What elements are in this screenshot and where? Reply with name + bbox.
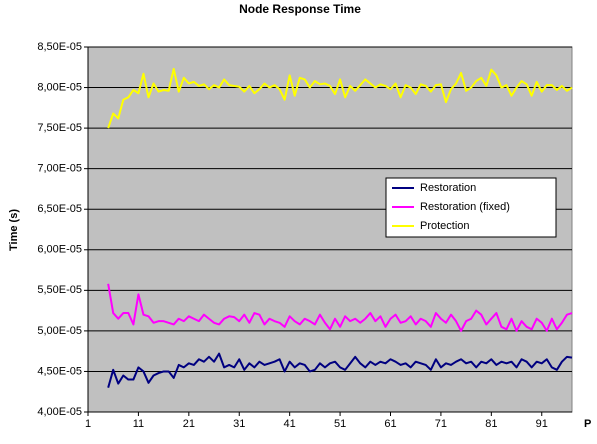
legend: Restoration Restoration (fixed) Protection bbox=[385, 177, 557, 238]
x-tick-label: 91 bbox=[536, 418, 548, 430]
x-tick-label: 11 bbox=[133, 418, 144, 430]
y-tick-label: 7,00E-05 bbox=[37, 163, 82, 175]
series-line bbox=[107, 67, 573, 129]
x-axis-title: P bbox=[584, 418, 591, 430]
y-tick-label: 8,00E-05 bbox=[37, 81, 82, 93]
y-tick-label: 4,50E-05 bbox=[37, 365, 82, 377]
series-line bbox=[107, 352, 573, 388]
y-tick-label: 6,00E-05 bbox=[37, 244, 82, 256]
x-tick-label: 41 bbox=[284, 418, 296, 430]
legend-box bbox=[385, 177, 557, 238]
series-line bbox=[107, 283, 573, 332]
chart-title: Node Response Time bbox=[239, 2, 361, 16]
x-tick-label: 81 bbox=[485, 418, 497, 430]
y-tick-label: 4,00E-05 bbox=[37, 406, 82, 418]
x-tick-label: 51 bbox=[334, 418, 346, 430]
x-tick-label: 21 bbox=[183, 418, 195, 430]
y-tick-label: 5,50E-05 bbox=[37, 284, 82, 296]
legend-label: Restoration bbox=[420, 182, 476, 194]
y-tick-label: 7,50E-05 bbox=[37, 122, 82, 134]
y-tick-label: 6,50E-05 bbox=[37, 203, 82, 215]
legend-label: Protection bbox=[420, 220, 470, 232]
x-tick-label: 1 bbox=[85, 418, 91, 430]
x-tick-label: 31 bbox=[233, 418, 245, 430]
legend-label: Restoration (fixed) bbox=[420, 201, 510, 213]
y-tick-label: 5,00E-05 bbox=[37, 325, 82, 337]
y-axis-title: Time (s) bbox=[8, 209, 20, 251]
y-tick-label: 8,50E-05 bbox=[37, 41, 82, 53]
x-tick-label: 71 bbox=[435, 418, 447, 430]
x-tick-label: 61 bbox=[384, 418, 396, 430]
